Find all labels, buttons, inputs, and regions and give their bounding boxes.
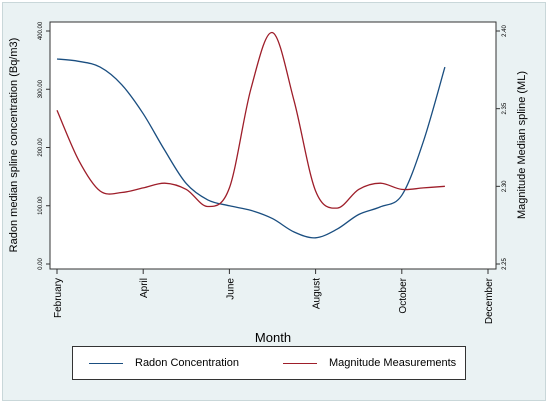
series-line-magnitude <box>56 31 445 209</box>
x-tick-label: June <box>225 278 236 300</box>
x-tick-label: December <box>484 277 495 324</box>
x-tick-label: April <box>139 278 150 298</box>
y-left-tick-label: 100.00 <box>38 196 44 215</box>
y-axis-right-title: Magnitude Median spline (ML) <box>516 71 528 219</box>
y-right-tick-label: 2.35 <box>502 102 508 114</box>
y-axis-left-title: Radon median spline concentration (Bq/m3… <box>8 38 20 253</box>
x-tick-label: October <box>398 277 409 313</box>
legend-swatch-radon <box>89 362 123 364</box>
y-right-tick-label: 2.25 <box>502 258 508 270</box>
y-left-tick-label: 300.00 <box>38 79 44 98</box>
legend-label-radon: Radon Concentration <box>135 357 239 369</box>
legend-label-magnitude: Magnitude Measurements <box>329 357 457 369</box>
x-tick-label: February <box>53 278 64 318</box>
x-axis-title: Month <box>255 330 291 345</box>
y-right-tick-label: 2.40 <box>502 25 508 37</box>
y-left-tick-label: 400.00 <box>38 21 44 40</box>
axes: February April June August October December 0.… <box>38 21 508 324</box>
series-line-radon <box>56 58 446 239</box>
legend: Radon Concentration Magnitude Measuremen… <box>72 346 466 380</box>
x-tick-label: August <box>312 278 323 309</box>
y-left-tick-label: 200.00 <box>38 138 44 157</box>
y-right-tick-label: 2.30 <box>502 180 508 192</box>
legend-swatch-magnitude <box>283 362 317 364</box>
legend-item-magnitude: Magnitude Measurements <box>283 357 456 369</box>
series <box>56 31 446 239</box>
legend-item-radon: Radon Concentration <box>89 357 239 369</box>
plot-area <box>49 21 497 270</box>
y-left-tick-label: 0.00 <box>38 258 44 270</box>
